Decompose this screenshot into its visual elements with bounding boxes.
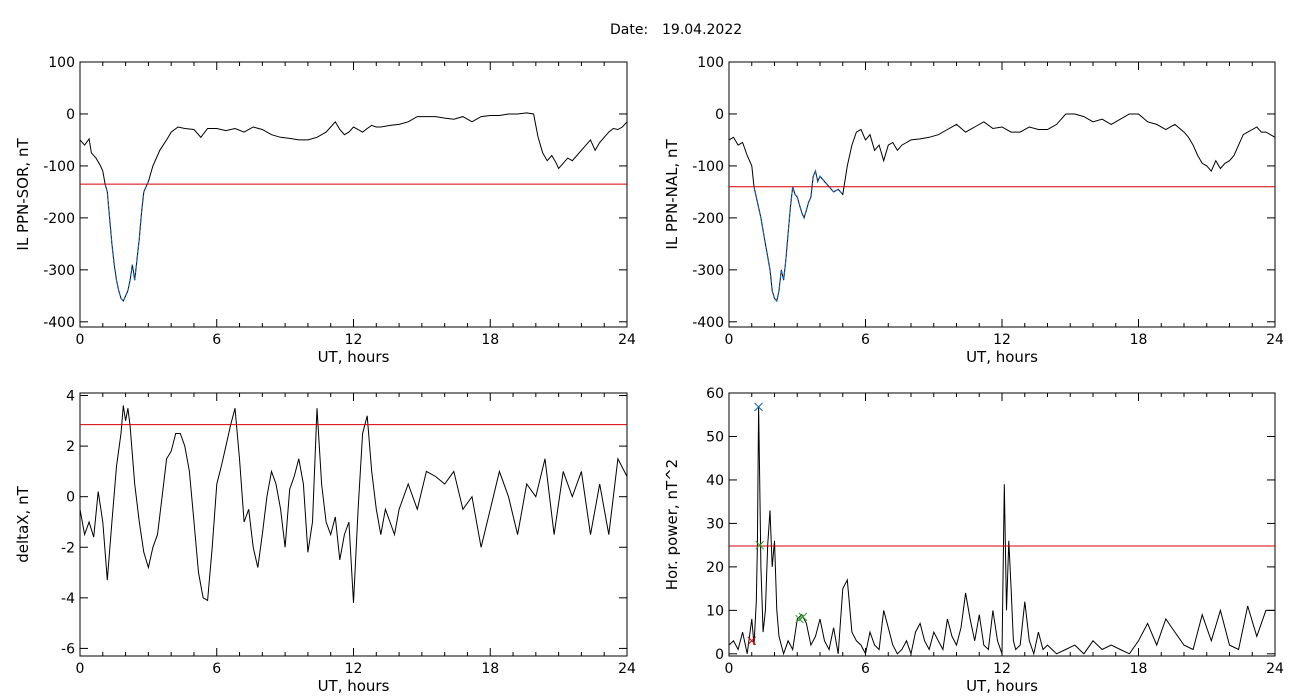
y-tick-label: 2 — [66, 439, 75, 455]
y-axis-title: IL PPN-NAL, nT — [663, 139, 681, 250]
x-tick-label: 24 — [1266, 661, 1284, 677]
x-tick-label: 0 — [725, 332, 734, 348]
panel-il-nal: UT, hours IL PPN-NAL, nT 0 6 12 18 24 100 0 -10… — [663, 55, 1284, 366]
y-axis-title: Hor. power, nT^2 — [663, 459, 681, 590]
date-value: 19.04.2022 — [662, 22, 742, 38]
panel-hor-power: UT, hours Hor. power, nT^2 0 6 12 18 24 60 50 4… — [663, 386, 1284, 695]
y-tick-label: -300 — [43, 263, 75, 279]
data-line — [728, 113, 1276, 303]
y-tick-label: 0 — [715, 107, 724, 123]
x-tick-label: 12 — [993, 332, 1011, 348]
marker-green — [798, 612, 808, 622]
data-line — [728, 405, 1275, 656]
y-tick-label: -100 — [692, 159, 724, 175]
x-tick-label: 0 — [76, 332, 85, 348]
date-label: Date: — [610, 22, 648, 38]
x-tick-label: 6 — [861, 661, 870, 677]
x-tick-label: 6 — [861, 332, 870, 348]
plot-frame — [728, 392, 1276, 657]
data-line — [79, 405, 628, 603]
x-tick-label: 0 — [76, 661, 85, 677]
y-tick-label: 60 — [706, 386, 724, 402]
y-tick-label: -300 — [692, 263, 724, 279]
y-tick-label: 40 — [706, 473, 724, 489]
x-axis-title: UT, hours — [318, 348, 390, 366]
x-axis-title: UT, hours — [318, 677, 390, 695]
y-tick-label: 4 — [66, 389, 75, 405]
x-tick-label: 24 — [618, 332, 636, 348]
x-axis-title: UT, hours — [966, 348, 1038, 366]
y-tick-label: 30 — [706, 516, 724, 532]
y-tick-label: -4 — [61, 591, 75, 607]
plot-frame — [79, 61, 628, 328]
x-tick-label: 18 — [1130, 661, 1148, 677]
x-tick-label: 6 — [212, 661, 221, 677]
y-tick-label: 20 — [706, 560, 724, 576]
x-axis-title: UT, hours — [966, 677, 1038, 695]
y-tick-label: -6 — [61, 641, 75, 657]
marker-red — [747, 636, 757, 646]
y-tick-label: -200 — [43, 211, 75, 227]
highlight-segment — [104, 181, 149, 303]
x-tick-label: 18 — [481, 661, 499, 677]
y-tick-label: 0 — [66, 490, 75, 506]
marker-green — [755, 540, 765, 550]
y-axis-title: deltaX, nT — [14, 485, 32, 562]
marker-blue — [754, 402, 763, 412]
y-tick-label: -400 — [43, 315, 75, 331]
x-tick-label: 18 — [1130, 332, 1148, 348]
x-tick-label: 12 — [345, 661, 363, 677]
y-tick-label: 50 — [706, 429, 724, 445]
y-tick-label: 0 — [715, 647, 724, 663]
y-axis-title: IL PPN-SOR, nT — [14, 138, 32, 251]
y-tick-label: 100 — [697, 55, 724, 71]
panel-delta-x: UT, hours deltaX, nT 0 6 12 18 24 4 2 0 -2 -4 -6 — [14, 389, 636, 695]
x-tick-label: 12 — [345, 332, 363, 348]
x-tick-label: 24 — [1266, 332, 1284, 348]
y-tick-label: -200 — [692, 211, 724, 227]
y-tick-label: 10 — [706, 603, 724, 619]
highlight-segment — [753, 169, 844, 303]
data-line — [79, 112, 628, 302]
panel-il-sor: UT, hours IL PPN-SOR, nT 0 6 12 18 24 100 0 -10… — [14, 55, 636, 366]
x-tick-label: 18 — [481, 332, 499, 348]
y-tick-label: -100 — [43, 159, 75, 175]
x-tick-label: 0 — [725, 661, 734, 677]
x-tick-label: 6 — [212, 332, 221, 348]
y-tick-label: -400 — [692, 315, 724, 331]
y-tick-label: 100 — [48, 55, 75, 71]
plot-frame — [79, 392, 628, 657]
y-tick-label: -2 — [61, 540, 75, 556]
x-tick-label: 24 — [618, 661, 636, 677]
y-tick-label: 0 — [66, 107, 75, 123]
x-tick-label: 12 — [993, 661, 1011, 677]
